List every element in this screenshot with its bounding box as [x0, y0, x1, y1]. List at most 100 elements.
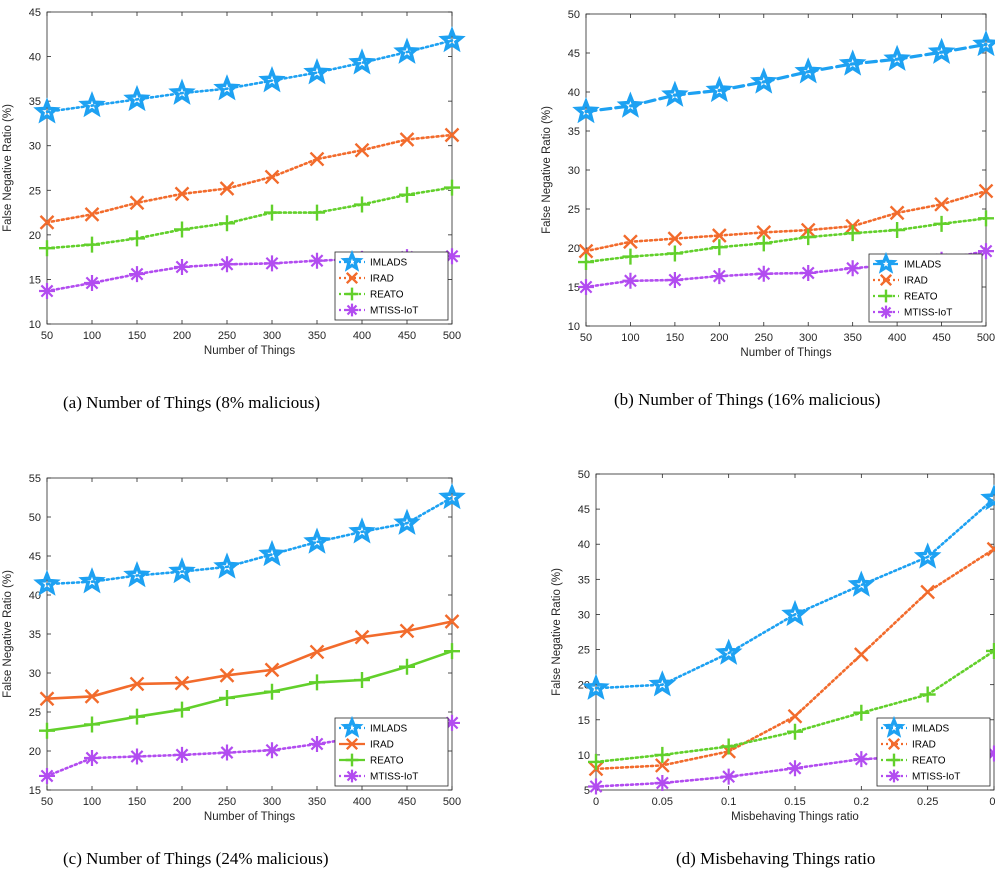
data-point-marker: [794, 57, 823, 84]
data-point-marker: [787, 708, 803, 724]
data-point-marker: [399, 186, 415, 203]
data-point-marker: [755, 265, 772, 282]
y-tick-label: 5: [584, 785, 590, 797]
data-point-marker: [986, 642, 995, 659]
data-point-marker: [84, 716, 100, 733]
y-tick-label: 15: [29, 274, 41, 286]
data-point-marker: [622, 272, 639, 289]
data-point-marker: [129, 676, 145, 692]
y-tick-label: 45: [568, 48, 580, 60]
data-point-marker: [309, 644, 325, 660]
data-point-marker: [578, 243, 594, 259]
data-point-marker: [444, 714, 460, 731]
legend-entry-reato: REATO: [873, 289, 938, 303]
x-tick-label: 150: [128, 330, 146, 342]
legend-label: REATO: [912, 756, 946, 767]
data-point-marker: [168, 78, 196, 105]
data-point-marker: [264, 255, 280, 272]
data-point-marker: [986, 745, 995, 762]
data-point-marker: [616, 91, 645, 118]
x-tick-label: 300: [799, 332, 817, 344]
data-point-marker: [756, 225, 772, 240]
legend: IMLADS IRAD REATO MTISS-IoT: [876, 715, 991, 787]
y-tick-label: 25: [29, 185, 41, 197]
x-tick-label: 350: [843, 332, 861, 344]
legend-label: MTISS-IoT: [912, 772, 960, 783]
data-point-marker: [33, 569, 61, 596]
data-point-marker: [844, 225, 861, 242]
chart-panel-b: 10 15 20 25 30 35 40 45 50 50 100 150 200 250 300 350 40…: [500, 0, 995, 370]
x-tick-label: 250: [755, 332, 773, 344]
y-tick-label: 40: [578, 539, 590, 551]
y-axis-label: False Negative Ratio (%): [541, 106, 553, 234]
data-point-marker: [129, 748, 145, 765]
legend-label: REATO: [370, 290, 404, 301]
data-point-marker: [129, 195, 145, 211]
chart-svg-b: 10 15 20 25 30 35 40 45 50 50 100 150 200 250 300 350 40…: [541, 9, 995, 359]
y-tick-label: 20: [29, 230, 41, 242]
x-tick-label: 0.2: [854, 796, 869, 808]
data-point-marker: [309, 735, 325, 752]
y-tick-label: 10: [578, 750, 590, 762]
legend-label: IMLADS: [912, 724, 950, 735]
data-point-marker: [219, 256, 235, 273]
x-tick-label: 0.1: [721, 796, 736, 808]
data-point-marker: [129, 266, 145, 283]
data-point-marker: [399, 132, 415, 147]
y-tick-label: 55: [29, 473, 41, 485]
legend-label: IRAD: [912, 740, 936, 751]
data-point-marker: [980, 484, 995, 511]
legend-marker: [887, 769, 901, 783]
data-point-marker: [348, 48, 376, 75]
y-tick-label: 20: [568, 243, 580, 255]
legend-entry-irad: IRAD: [339, 271, 394, 285]
data-point-marker: [264, 662, 280, 678]
y-tick-label: 40: [29, 590, 41, 602]
series-imlads: [572, 29, 995, 124]
caption-c: (c) Number of Things (24% malicious): [63, 849, 329, 868]
legend-entry-reato: REATO: [339, 753, 404, 767]
data-point-marker: [578, 279, 594, 295]
legend-marker: [879, 305, 893, 319]
data-point-marker: [219, 181, 235, 196]
y-axis-label: False Negative Ratio (%): [551, 568, 563, 696]
data-point-marker: [720, 738, 737, 755]
data-point-marker: [927, 37, 956, 64]
x-tick-label: 200: [710, 332, 728, 344]
y-tick-label: 45: [578, 504, 590, 516]
y-tick-label: 30: [29, 668, 41, 680]
legend-entry-irad: IRAD: [339, 737, 394, 751]
data-point-marker: [666, 245, 683, 262]
series-reato: [578, 210, 994, 271]
data-point-marker: [889, 222, 906, 239]
data-point-marker: [623, 234, 638, 250]
series-reato: [588, 642, 995, 770]
legend-label: IRAD: [370, 274, 394, 285]
x-tick-label: 150: [666, 332, 684, 344]
x-tick-label: 300: [263, 796, 281, 808]
data-point-marker: [444, 643, 460, 660]
data-point-marker: [264, 169, 280, 185]
x-tick-label: 0.15: [784, 796, 805, 808]
data-point-marker: [354, 196, 370, 213]
data-point-marker: [123, 84, 151, 112]
data-point-marker: [393, 508, 421, 535]
y-tick-label: 50: [29, 512, 41, 524]
data-point-marker: [749, 67, 778, 94]
data-point-marker: [84, 689, 100, 704]
series-line: [45, 620, 454, 700]
data-point-marker: [354, 142, 370, 158]
y-tick-label: 35: [29, 96, 41, 108]
data-point-marker: [847, 570, 876, 597]
data-point-marker: [787, 760, 803, 777]
data-point-marker: [920, 584, 936, 600]
data-point-marker: [39, 283, 55, 300]
legend-label: IRAD: [370, 740, 394, 751]
data-point-marker: [582, 673, 610, 700]
data-point-marker: [84, 207, 100, 222]
x-tick-label: 0.05: [652, 796, 673, 808]
series-reato: [39, 643, 460, 739]
series-imlads: [33, 25, 466, 124]
data-point-marker: [84, 274, 100, 291]
x-tick-label: 450: [398, 796, 416, 808]
